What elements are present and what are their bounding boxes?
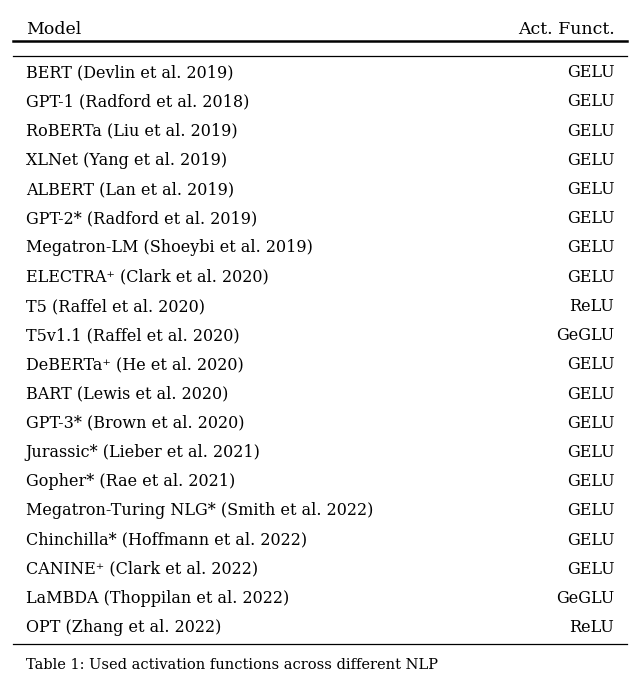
- Text: ReLU: ReLU: [570, 619, 614, 636]
- Text: ReLU: ReLU: [570, 298, 614, 315]
- Text: OPT (Zhang et al. 2022): OPT (Zhang et al. 2022): [26, 619, 221, 636]
- Text: GELU: GELU: [567, 444, 614, 461]
- Text: Chinchilla* (Hoffmann et al. 2022): Chinchilla* (Hoffmann et al. 2022): [26, 531, 307, 549]
- Text: Model: Model: [26, 21, 81, 38]
- Text: GELU: GELU: [567, 239, 614, 256]
- Text: GPT-2* (Radford et al. 2019): GPT-2* (Radford et al. 2019): [26, 210, 257, 227]
- Text: ALBERT (Lan et al. 2019): ALBERT (Lan et al. 2019): [26, 181, 234, 198]
- Text: XLNet (Yang et al. 2019): XLNet (Yang et al. 2019): [26, 152, 227, 169]
- Text: ELECTRA⁺ (Clark et al. 2020): ELECTRA⁺ (Clark et al. 2020): [26, 269, 268, 286]
- Text: GELU: GELU: [567, 502, 614, 519]
- Text: GELU: GELU: [567, 415, 614, 432]
- Text: Megatron-Turing NLG* (Smith et al. 2022): Megatron-Turing NLG* (Smith et al. 2022): [26, 502, 373, 519]
- Text: GeGLU: GeGLU: [556, 590, 614, 607]
- Text: GELU: GELU: [567, 356, 614, 373]
- Text: GELU: GELU: [567, 64, 614, 81]
- Text: GELU: GELU: [567, 122, 614, 140]
- Text: GELU: GELU: [567, 386, 614, 402]
- Text: BERT (Devlin et al. 2019): BERT (Devlin et al. 2019): [26, 64, 233, 81]
- Text: GELU: GELU: [567, 152, 614, 169]
- Text: T5 (Raffel et al. 2020): T5 (Raffel et al. 2020): [26, 298, 205, 315]
- Text: RoBERTa (Liu et al. 2019): RoBERTa (Liu et al. 2019): [26, 122, 237, 140]
- Text: GPT-3* (Brown et al. 2020): GPT-3* (Brown et al. 2020): [26, 415, 244, 432]
- Text: GeGLU: GeGLU: [556, 327, 614, 344]
- Text: GELU: GELU: [567, 473, 614, 490]
- Text: Act. Funct.: Act. Funct.: [518, 21, 614, 38]
- Text: GELU: GELU: [567, 531, 614, 549]
- Text: GELU: GELU: [567, 561, 614, 578]
- Text: GELU: GELU: [567, 210, 614, 227]
- Text: BART (Lewis et al. 2020): BART (Lewis et al. 2020): [26, 386, 228, 402]
- Text: GELU: GELU: [567, 94, 614, 110]
- Text: Megatron-LM (Shoeybi et al. 2019): Megatron-LM (Shoeybi et al. 2019): [26, 239, 312, 256]
- Text: Table 1: Used activation functions across different NLP: Table 1: Used activation functions acros…: [26, 658, 438, 672]
- Text: T5v1.1 (Raffel et al. 2020): T5v1.1 (Raffel et al. 2020): [26, 327, 239, 344]
- Text: GELU: GELU: [567, 181, 614, 198]
- Text: LaMBDA (Thoppilan et al. 2022): LaMBDA (Thoppilan et al. 2022): [26, 590, 289, 607]
- Text: GELU: GELU: [567, 269, 614, 286]
- Text: DeBERTa⁺ (He et al. 2020): DeBERTa⁺ (He et al. 2020): [26, 356, 243, 373]
- Text: Gopher* (Rae et al. 2021): Gopher* (Rae et al. 2021): [26, 473, 235, 490]
- Text: Jurassic* (Lieber et al. 2021): Jurassic* (Lieber et al. 2021): [26, 444, 260, 461]
- Text: CANINE⁺ (Clark et al. 2022): CANINE⁺ (Clark et al. 2022): [26, 561, 258, 578]
- Text: GPT-1 (Radford et al. 2018): GPT-1 (Radford et al. 2018): [26, 94, 249, 110]
